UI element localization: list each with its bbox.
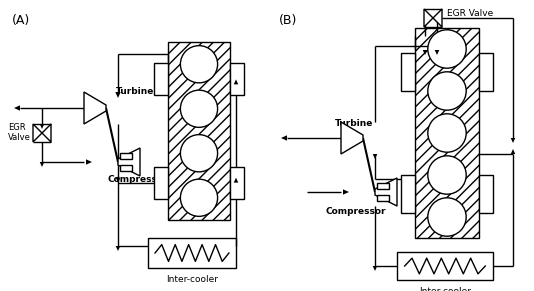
Polygon shape: [377, 195, 389, 201]
Polygon shape: [40, 124, 44, 129]
Polygon shape: [120, 153, 131, 159]
Circle shape: [428, 30, 466, 68]
Polygon shape: [33, 124, 42, 142]
Polygon shape: [375, 178, 397, 206]
Polygon shape: [433, 9, 442, 27]
Circle shape: [428, 156, 466, 194]
Polygon shape: [120, 165, 131, 171]
Polygon shape: [84, 92, 106, 124]
Polygon shape: [341, 122, 363, 154]
Bar: [154, 63, 168, 95]
Bar: [154, 167, 168, 199]
Circle shape: [428, 198, 466, 236]
Polygon shape: [42, 124, 51, 142]
Polygon shape: [424, 9, 433, 27]
Circle shape: [180, 135, 217, 172]
Polygon shape: [115, 92, 121, 98]
Polygon shape: [377, 183, 389, 189]
Polygon shape: [511, 149, 515, 154]
Text: Valve: Valve: [8, 134, 31, 143]
Text: EGR Valve: EGR Valve: [447, 10, 493, 19]
Bar: [479, 175, 493, 213]
Polygon shape: [40, 162, 44, 167]
Text: EGR: EGR: [8, 123, 26, 132]
Bar: [479, 53, 493, 91]
Bar: [401, 53, 415, 91]
Polygon shape: [234, 178, 238, 183]
Text: Inter-cooler: Inter-cooler: [419, 287, 471, 291]
Bar: [230, 63, 244, 95]
Polygon shape: [86, 159, 92, 165]
Polygon shape: [116, 246, 120, 251]
Text: Turbine: Turbine: [116, 88, 154, 97]
Circle shape: [180, 46, 217, 83]
Polygon shape: [281, 135, 287, 141]
Circle shape: [428, 72, 466, 110]
Text: Compressor: Compressor: [108, 175, 169, 184]
Bar: [397, 252, 493, 280]
Polygon shape: [373, 154, 377, 159]
Polygon shape: [14, 105, 20, 111]
Polygon shape: [511, 138, 515, 143]
Polygon shape: [423, 50, 427, 55]
Polygon shape: [118, 148, 140, 176]
Polygon shape: [373, 266, 377, 271]
Polygon shape: [424, 16, 429, 20]
Text: (B): (B): [279, 14, 297, 27]
Polygon shape: [234, 79, 238, 84]
Bar: [230, 167, 244, 199]
Text: (A): (A): [12, 14, 30, 27]
Text: Compressor: Compressor: [325, 207, 386, 217]
Circle shape: [428, 114, 466, 152]
Text: Inter-cooler: Inter-cooler: [166, 275, 218, 284]
Circle shape: [180, 90, 217, 127]
Polygon shape: [343, 189, 349, 195]
Polygon shape: [435, 50, 439, 55]
Bar: [168, 42, 230, 220]
Polygon shape: [116, 178, 120, 183]
Circle shape: [180, 179, 217, 216]
Bar: [148, 238, 236, 268]
Bar: [401, 175, 415, 213]
Text: Turbine: Turbine: [335, 118, 373, 127]
Bar: [415, 28, 479, 238]
